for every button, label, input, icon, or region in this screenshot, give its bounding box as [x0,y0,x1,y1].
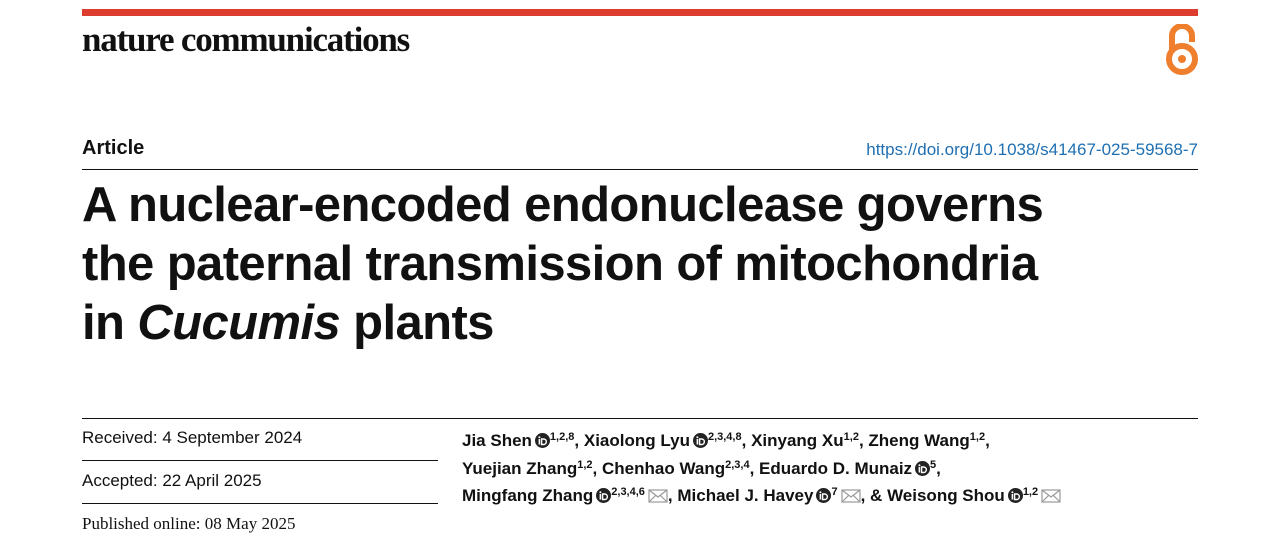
rule [82,503,438,504]
author-name[interactable]: Weisong Shou [887,486,1005,505]
author: Eduardo D. Munaiz 5, [759,459,941,478]
email-icon[interactable] [648,488,668,503]
affiliations: 1,2 [1022,486,1039,498]
affiliations: 2,3,4,8 [707,431,742,443]
affiliations: 7 [831,486,838,498]
orcid-icon[interactable] [915,460,931,476]
separator: , [936,458,941,478]
published-date: Published online: 08 May 2025 [82,514,296,533]
accepted-date: Accepted: 22 April 2025 [82,471,262,490]
author: Mingfang Zhang 2,3,4,6, [462,486,673,505]
doi-link[interactable]: https://doi.org/10.1038/s41467-025-59568… [866,140,1198,159]
author-list: Jia Shen 1,2,8, Xiaolong Lyu 2,3,4,8, Xiny… [462,427,1198,510]
journal-name[interactable]: nature communications [82,20,410,59]
separator: , [749,458,755,478]
author-name[interactable]: Xinyang Xu [751,431,844,450]
article-type: Article [82,137,145,159]
title-line: in Cucumis plants [82,294,1043,353]
top-bar [82,9,1198,16]
separator: , [574,431,580,450]
title-text: plants [353,296,494,350]
affiliations: 1,2 [577,458,593,471]
conjunction: & [870,486,883,505]
received-date: Received: 4 September 2024 [82,428,303,447]
title-italic: Cucumis [137,296,341,350]
affiliations: 1,2,8 [549,431,575,443]
affiliations: 1,2 [969,431,986,443]
orcid-icon[interactable] [692,433,708,448]
author: Xiaolong Lyu 2,3,4,8, [584,431,746,450]
orcid-icon[interactable] [534,433,550,448]
author: Zheng Wang1,2, [868,431,989,450]
rule [82,169,1198,170]
author-name[interactable]: Mingfang Zhang [462,486,594,505]
affiliations: 2,3,4 [725,458,750,471]
rule [82,418,1198,419]
orcid-icon[interactable] [816,488,832,503]
orcid-icon[interactable] [1007,488,1023,503]
author: Chenhao Wang2,3,4, [602,459,754,478]
author-name[interactable]: Eduardo D. Munaiz [759,458,913,478]
author-name[interactable]: Michael J. Havey [677,486,814,505]
author-name[interactable]: Zheng Wang [868,431,970,450]
title-text: in [82,296,125,350]
separator: , [592,458,598,478]
separator: , [860,486,866,505]
affiliations: 1,2 [843,431,859,443]
separator: , [667,486,673,505]
affiliations: 2,3,4,6 [611,486,645,498]
title-line: the paternal transmission of mitochondri… [82,237,1038,291]
author-name[interactable]: Jia Shen [462,431,532,450]
separator: , [985,431,990,450]
rule [82,460,438,461]
email-icon[interactable] [840,488,861,503]
author-name[interactable]: Chenhao Wang [602,458,726,478]
author: Jia Shen 1,2,8, [462,431,579,450]
author: & Weisong Shou 1,2 [870,486,1061,505]
author: Michael J. Havey 7, [677,486,865,505]
separator: , [741,431,747,450]
author: Yuejian Zhang1,2, [462,459,597,478]
title: A nuclear-encoded endonuclease governs t… [82,176,1044,353]
author-name[interactable]: Xiaolong Lyu [583,431,690,450]
email-icon[interactable] [1041,488,1061,503]
open-access-icon [1166,24,1198,75]
affiliations: 5 [930,458,937,471]
author: Xinyang Xu1,2, [751,431,864,450]
separator: , [858,431,864,450]
author-name[interactable]: Yuejian Zhang [462,458,578,478]
title-line: A nuclear-encoded endonuclease governs [82,178,1044,232]
orcid-icon[interactable] [596,488,612,503]
